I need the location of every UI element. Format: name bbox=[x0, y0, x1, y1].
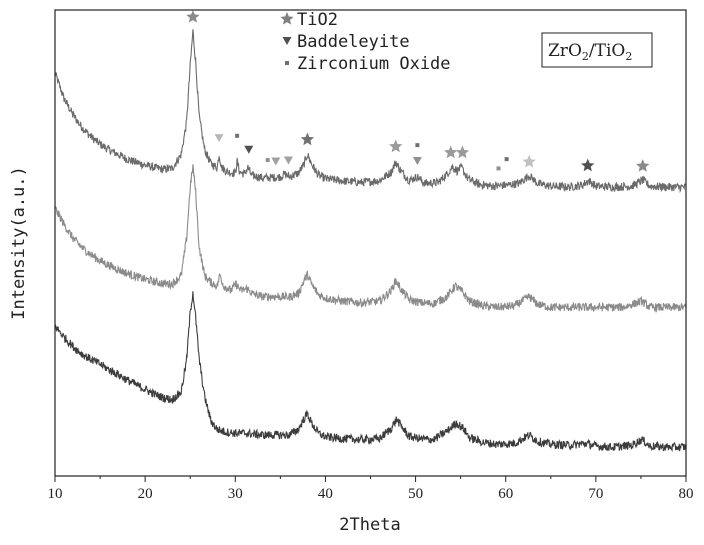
x-tick-label-40: 40 bbox=[318, 486, 333, 502]
peak-marker-sq-18 bbox=[504, 157, 509, 162]
x-ticks: 10 20 30 40 50 60 70 80 bbox=[48, 476, 694, 502]
xrd-pattern-3 bbox=[54, 291, 687, 453]
x-tick-label-30: 30 bbox=[228, 486, 243, 502]
peak-markers bbox=[186, 9, 650, 172]
peak-marker-star-7 bbox=[581, 158, 595, 172]
sample-annotation: ZrO2/TiO2 bbox=[541, 32, 653, 68]
peak-marker-star-8 bbox=[636, 159, 650, 172]
peak-marker-sq-17 bbox=[496, 166, 501, 171]
peak-marker-sq-15 bbox=[265, 158, 270, 163]
annotation-box bbox=[541, 32, 653, 68]
legend-label-3: Zirconium Oxide bbox=[297, 54, 451, 74]
peak-marker-sq-16 bbox=[415, 143, 420, 148]
xrd-pattern-1 bbox=[54, 29, 687, 194]
peak-marker-sq-14 bbox=[235, 133, 240, 138]
peak-marker-tri-11 bbox=[271, 157, 281, 166]
x-tick-label-80: 80 bbox=[679, 486, 694, 502]
peak-marker-star-3 bbox=[389, 139, 403, 153]
legend-label-1: TiO2 bbox=[297, 10, 338, 30]
x-tick-label-50: 50 bbox=[408, 486, 423, 502]
legend-marker-2 bbox=[282, 37, 292, 45]
legend-marker-1 bbox=[280, 12, 294, 25]
svg-text:ZrO2/TiO2: ZrO2/TiO2 bbox=[548, 41, 632, 63]
peak-marker-star-1 bbox=[186, 9, 200, 23]
y-axis-title: Intensity(a.u.) bbox=[9, 166, 29, 320]
xrd-pattern-2 bbox=[54, 164, 687, 314]
peak-marker-tri-12 bbox=[283, 156, 293, 165]
annotation-base: ZrO bbox=[548, 41, 582, 61]
plot-frame bbox=[54, 9, 687, 477]
x-tick-label-10: 10 bbox=[48, 486, 63, 502]
legend-marker-3 bbox=[285, 61, 289, 65]
series-layer bbox=[54, 29, 687, 453]
legend-label-2: Baddeleyite bbox=[297, 32, 410, 52]
x-tick-label-20: 20 bbox=[138, 486, 153, 502]
x-tick-label-60: 60 bbox=[498, 486, 513, 502]
annotation-sub1: 2 bbox=[582, 50, 589, 63]
peak-marker-star-5 bbox=[455, 145, 470, 159]
annotation-mid: /TiO bbox=[589, 41, 625, 61]
x-tick-label-70: 70 bbox=[588, 486, 603, 502]
peak-marker-star-2 bbox=[300, 132, 315, 146]
annotation-sub2: 2 bbox=[625, 50, 632, 63]
peak-marker-star-6 bbox=[522, 154, 536, 168]
peak-marker-tri-9 bbox=[214, 134, 224, 143]
peak-marker-tri-10 bbox=[244, 145, 254, 154]
peak-marker-star-4 bbox=[444, 145, 458, 159]
x-axis-title: 2Theta bbox=[339, 515, 400, 535]
peak-marker-tri-13 bbox=[412, 156, 422, 165]
